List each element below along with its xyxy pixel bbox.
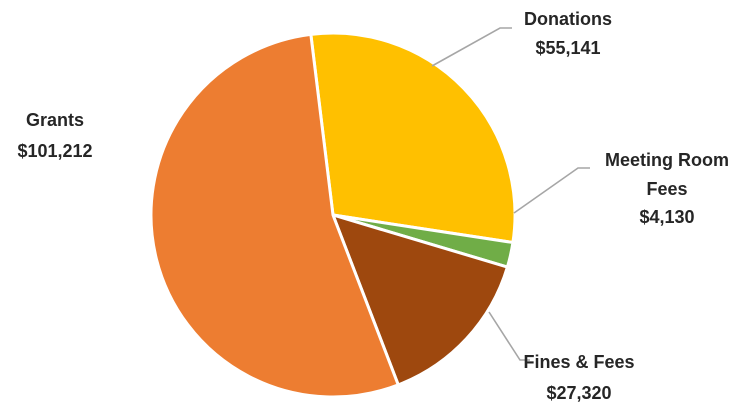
label-donations: Donations $55,141 xyxy=(524,9,612,58)
slice-label-value: $55,141 xyxy=(535,38,600,58)
slice-label-name: Donations xyxy=(524,9,612,29)
leader-lines xyxy=(431,27,590,361)
slice-label-value: $101,212 xyxy=(17,141,92,161)
leader-line-meeting-room-fees xyxy=(513,167,590,214)
pie-slice-fines-and-fees xyxy=(331,213,509,387)
slice-label-value: $27,320 xyxy=(546,383,611,403)
label-grants: Grants $101,212 xyxy=(17,110,92,161)
pie-slice-grants xyxy=(149,32,400,399)
slice-label-value: $4,130 xyxy=(639,207,694,227)
label-fines-and-fees: Fines & Fees $27,320 xyxy=(523,352,634,403)
pie-slices xyxy=(149,31,517,399)
leader-line-fines-and-fees xyxy=(488,311,530,361)
label-meeting-room-fees: Meeting Room Fees $4,130 xyxy=(605,150,729,227)
slice-label-name: Grants xyxy=(26,110,84,130)
leader-line-donations xyxy=(431,27,512,67)
pie-slice-donations xyxy=(309,31,517,245)
slice-label-name: Meeting Room Fees xyxy=(605,150,729,199)
slice-label-name: Fines & Fees xyxy=(523,352,634,372)
